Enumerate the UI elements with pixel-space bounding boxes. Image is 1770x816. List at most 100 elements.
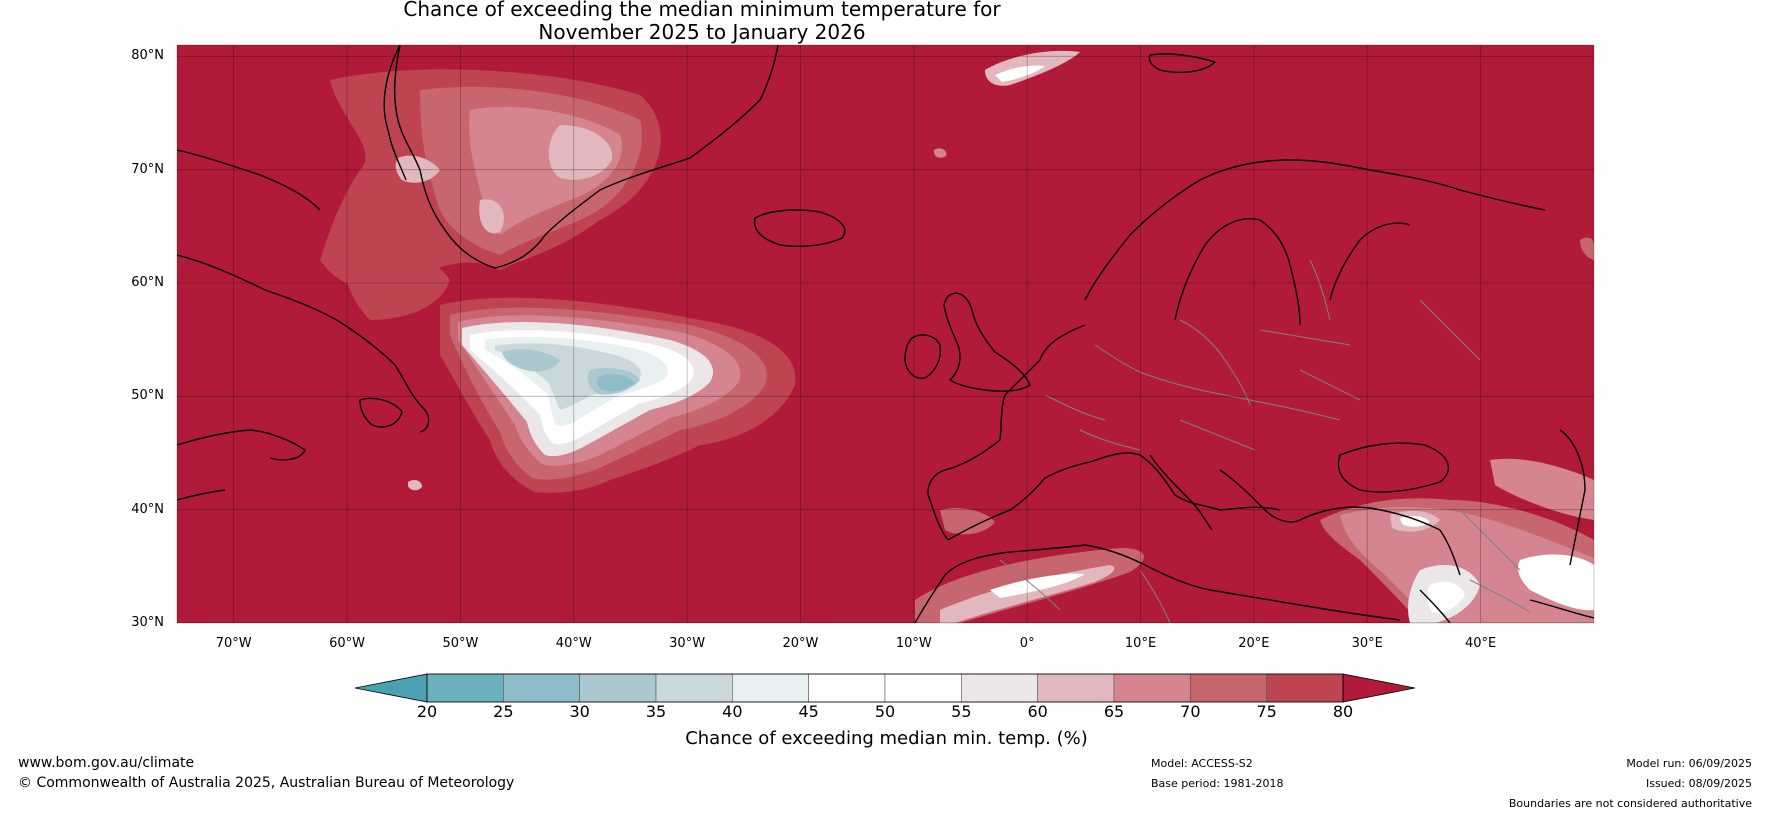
coastline-svalbard	[1148, 53, 1216, 74]
map-title-line1: Chance of exceeding the median minimum t…	[403, 0, 1001, 21]
graticule	[177, 45, 1594, 623]
latitude-label: 80°N	[131, 48, 164, 64]
contour-small-patch-1	[408, 479, 422, 491]
contour-atlantic-35-west	[502, 349, 560, 372]
footer-model: Model: ACCESS-S2	[1151, 757, 1253, 770]
footer-url[interactable]: www.bom.gov.au/climate	[18, 755, 195, 771]
contour-levant-white	[1427, 581, 1465, 613]
coastline-caspian	[1559, 429, 1586, 566]
contour-mideast-65	[1340, 507, 1594, 623]
colorbar-tick-label: 65	[1103, 702, 1125, 721]
contour-greenland-60	[548, 125, 613, 180]
colorbar-tick-label: 55	[951, 702, 972, 721]
coastline-newfoundland	[359, 397, 403, 428]
longitude-label: 10°E	[1124, 636, 1157, 651]
footer-base-period: Base period: 1981-2018	[1151, 777, 1284, 790]
contour-baltic-70	[1580, 237, 1594, 260]
colorbar	[354, 673, 1416, 703]
colorbar-bin	[1190, 673, 1267, 703]
coastline-baffin	[177, 149, 321, 211]
coastline-mediterranean-north	[947, 452, 1281, 541]
contour-labrador-75	[340, 239, 450, 320]
coastline-persian-gulf	[1529, 599, 1594, 619]
colorbar-tick-label: 75	[1256, 702, 1277, 721]
longitude-label: 30°W	[669, 636, 706, 651]
coastline-nova-scotia	[177, 429, 306, 461]
probability-contours	[320, 50, 1594, 623]
longitude-label: 40°W	[555, 636, 592, 651]
coastline-newengland	[177, 489, 226, 501]
contour-mideast-white-1	[1400, 515, 1430, 527]
coastline-red-sea	[1419, 589, 1451, 623]
longitude-label: 10°W	[895, 636, 932, 651]
footer-disclaimer: Boundaries are not considered authoritat…	[1508, 797, 1752, 810]
map-frame	[176, 44, 1595, 624]
latitude-label: 30°N	[131, 615, 164, 630]
longitude-label: 60°W	[329, 636, 365, 651]
coastline-ireland	[904, 334, 942, 379]
footer-model-run: Model run: 06/09/2025	[1626, 757, 1752, 770]
coastline-europe-west	[927, 324, 1086, 541]
colorbar-tick-label: 80	[1332, 702, 1354, 721]
longitude-label: 30°E	[1351, 636, 1383, 651]
latitude-label: 70°N	[131, 161, 164, 177]
colorbar-bin	[579, 673, 657, 703]
coastline-sweden	[1174, 218, 1301, 326]
contour-greenland-coast	[395, 155, 440, 183]
coastline-labrador	[177, 254, 430, 433]
coastlines	[177, 45, 1594, 623]
contour-north-patch-inner	[995, 65, 1045, 82]
footer-issued: Issued: 08/09/2025	[1645, 777, 1752, 790]
colorbar-bin	[655, 673, 733, 703]
colorbar-bin	[961, 673, 1038, 703]
latitude-label: 60°N	[131, 275, 164, 290]
coastline-iceland	[753, 209, 846, 247]
colorbar-bin	[1037, 673, 1115, 703]
colorbar-bin	[1266, 673, 1344, 703]
map-title-line2: November 2025 to January 2026	[538, 20, 866, 44]
coastline-italy	[1149, 454, 1213, 531]
contour-small-patch-2	[933, 148, 947, 158]
colorbar-extend-high	[1342, 673, 1416, 703]
colorbar-tick-label: 35	[645, 702, 667, 721]
colorbar-bin	[884, 673, 962, 703]
coastline-balkans	[1219, 469, 1301, 523]
colorbar-tick-label: 45	[798, 702, 819, 721]
map-panel	[177, 45, 1594, 623]
colorbar-outline	[426, 673, 1344, 703]
colorbar-bin	[732, 673, 809, 703]
latitude-label: 50°N	[131, 388, 164, 404]
colorbar-label: Chance of exceeding median min. temp. (%…	[685, 728, 1088, 749]
coastline-greenland-west	[383, 45, 407, 181]
coastline-north-africa	[914, 544, 1401, 623]
colorbar-tick-label: 60	[1027, 702, 1048, 721]
contour-greenland-60b	[479, 199, 504, 234]
contour-nafrica-55	[990, 573, 1085, 598]
longitude-label: 70°W	[215, 636, 252, 651]
longitude-label: 20°E	[1238, 636, 1270, 651]
colorbar-bin	[503, 673, 580, 703]
coastline-black-sea	[1337, 442, 1450, 493]
colorbar-tick-label: 20	[416, 702, 438, 721]
colorbar-tick-label: 30	[569, 702, 590, 721]
contour-morocco-70	[940, 508, 995, 535]
coastline-turkey	[1299, 506, 1461, 576]
colorbar-extend-low	[354, 673, 428, 703]
colorbar-tick-label: 50	[874, 702, 896, 721]
colorbar-tick-label: 40	[722, 702, 743, 721]
country-borders	[999, 259, 1531, 623]
colorbar-bin	[426, 673, 504, 703]
contour-iran-white	[1518, 554, 1594, 611]
colorbar-bin	[808, 673, 886, 703]
contour-atlantic-30	[597, 374, 634, 392]
footer-copyright: © Commonwealth of Australia 2025, Austra…	[18, 775, 515, 791]
longitude-label: 0°	[1019, 636, 1035, 651]
coastline-finland	[1329, 222, 1411, 301]
coastline-norway	[1084, 159, 1546, 301]
colorbar-tick-label: 70	[1180, 702, 1201, 721]
longitude-label: 50°W	[442, 636, 479, 651]
map-title: Chance of exceeding the median minimum t…	[0, 0, 1404, 44]
longitude-label: 40°E	[1464, 636, 1497, 651]
longitude-label: 20°W	[782, 636, 819, 651]
